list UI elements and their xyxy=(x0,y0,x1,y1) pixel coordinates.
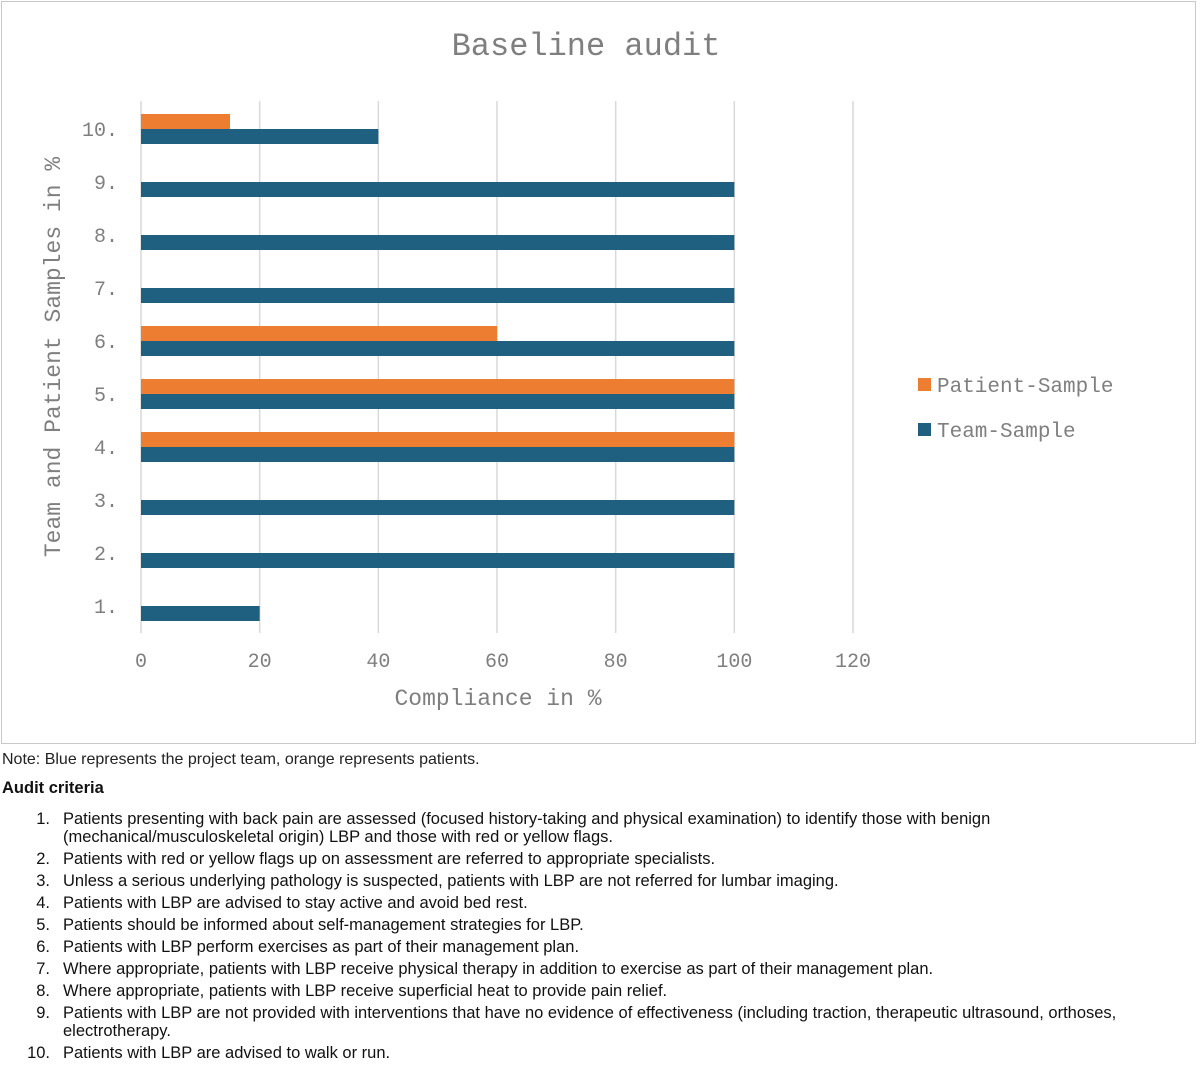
criteria-text: Patients presenting with back pain are a… xyxy=(63,810,991,846)
y-tick-label: 7. xyxy=(94,279,118,302)
criteria-number: 2. xyxy=(36,850,50,868)
criteria-item: 2. Patients with red or yellow flags up o… xyxy=(0,850,1200,868)
legend-swatch-team xyxy=(918,423,931,436)
x-axis-label: Compliance in % xyxy=(394,686,601,712)
criteria-text: Where appropriate, patients with LBP rec… xyxy=(63,982,668,1000)
bar-team-sample xyxy=(141,182,735,197)
bar-team-sample xyxy=(141,129,379,144)
criteria-text: Unless a serious underlying pathology is… xyxy=(63,872,839,890)
bar-team-sample xyxy=(141,553,735,568)
criteria-number: 1. xyxy=(36,810,50,828)
criteria-text: Patients with LBP are advised to walk or… xyxy=(63,1044,391,1062)
y-tick-label: 6. xyxy=(94,332,118,355)
bar-chart: Baseline audit 1. 2. 3. 4. 5. 6. 7. 8. 9. 10. 0 20… xyxy=(41,28,1113,712)
criteria-number: 9. xyxy=(36,1004,50,1022)
x-tick-label: 60 xyxy=(485,651,509,674)
bar-patient-sample xyxy=(141,114,230,129)
criteria-item: 4. Patients with LBP are advised to stay … xyxy=(0,894,1200,912)
criteria-text: Patients should be informed about self-m… xyxy=(63,916,584,934)
criteria-text: Where appropriate, patients with LBP rec… xyxy=(63,960,934,978)
chart-title: Baseline audit xyxy=(452,28,721,65)
x-tick-label: 20 xyxy=(248,651,272,674)
criteria-number: 4. xyxy=(36,894,50,912)
bar-patient-sample xyxy=(141,432,735,447)
bar-team-sample xyxy=(141,500,735,515)
y-tick-label: 5. xyxy=(94,385,118,408)
criteria-number: 10. xyxy=(27,1044,50,1062)
y-tick-label: 2. xyxy=(94,544,118,567)
bars xyxy=(141,114,735,621)
y-tick-label: 1. xyxy=(94,597,118,620)
criteria-number: 5. xyxy=(36,916,50,934)
legend-label-team: Team-Sample xyxy=(937,421,1076,444)
criteria-item: 8. Where appropriate, patients with LBP r… xyxy=(0,982,1200,1000)
criteria-item: 5. Patients should be informed about self… xyxy=(0,916,1200,934)
y-tick-label: 4. xyxy=(94,438,118,461)
criteria-number: 7. xyxy=(36,960,50,978)
bar-team-sample xyxy=(141,288,735,303)
criteria-item: 3. Unless a serious underlying pathology … xyxy=(0,872,1200,890)
legend: Patient-Sample Team-Sample xyxy=(918,376,1113,444)
bar-team-sample xyxy=(141,394,735,409)
chart-area: Baseline audit 1. 2. 3. 4. 5. 6. 7. 8. 9. 10. 0 20… xyxy=(1,1,1196,744)
y-axis-ticks: 1. 2. 3. 4. 5. 6. 7. 8. 9. 10. xyxy=(82,120,118,620)
x-tick-label: 40 xyxy=(366,651,390,674)
x-tick-label: 80 xyxy=(604,651,628,674)
criteria-item: 6. Patients with LBP perform exercises as… xyxy=(0,938,1200,956)
y-tick-label: 10. xyxy=(82,120,118,143)
bar-team-sample xyxy=(141,341,735,356)
bar-team-sample xyxy=(141,235,735,250)
criteria-item: 7. Where appropriate, patients with LBP r… xyxy=(0,960,1200,978)
criteria-heading: Audit criteria xyxy=(2,779,104,797)
bar-patient-sample xyxy=(141,379,735,394)
x-axis-ticks: 0 20 40 60 80 100 120 xyxy=(135,651,871,674)
criteria-text: Patients with LBP perform exercises as p… xyxy=(63,938,580,956)
y-tick-label: 9. xyxy=(94,173,118,196)
y-axis-label: Team and Patient Samples in % xyxy=(41,157,67,557)
criteria-number: 3. xyxy=(36,872,50,890)
criteria-text: Patients with red or yellow flags up on … xyxy=(63,850,716,868)
x-tick-label: 120 xyxy=(835,651,871,674)
criteria-list: 1. Patients presenting with back pain are… xyxy=(0,810,1200,1066)
criteria-item: 10. Patients with LBP are advised to walk… xyxy=(0,1044,1200,1062)
criteria-item: 1. Patients presenting with back pain are… xyxy=(0,810,1200,846)
y-tick-label: 8. xyxy=(94,226,118,249)
chart-note: Note: Blue represents the project team, … xyxy=(2,751,480,768)
y-tick-label: 3. xyxy=(94,491,118,514)
bar-team-sample xyxy=(141,606,260,621)
criteria-number: 8. xyxy=(36,982,50,1000)
x-tick-label: 100 xyxy=(716,651,752,674)
criteria-text: Patients with LBP are advised to stay ac… xyxy=(63,894,528,912)
criteria-number: 6. xyxy=(36,938,50,956)
x-tick-label: 0 xyxy=(135,651,147,674)
legend-swatch-patient xyxy=(918,378,931,391)
criteria-item: 9. Patients with LBP are not provided wit… xyxy=(0,1004,1200,1040)
bar-patient-sample xyxy=(141,326,497,341)
criteria-text: Patients with LBP are not provided with … xyxy=(63,1004,1117,1040)
bar-team-sample xyxy=(141,447,735,462)
legend-label-patient: Patient-Sample xyxy=(937,376,1113,399)
